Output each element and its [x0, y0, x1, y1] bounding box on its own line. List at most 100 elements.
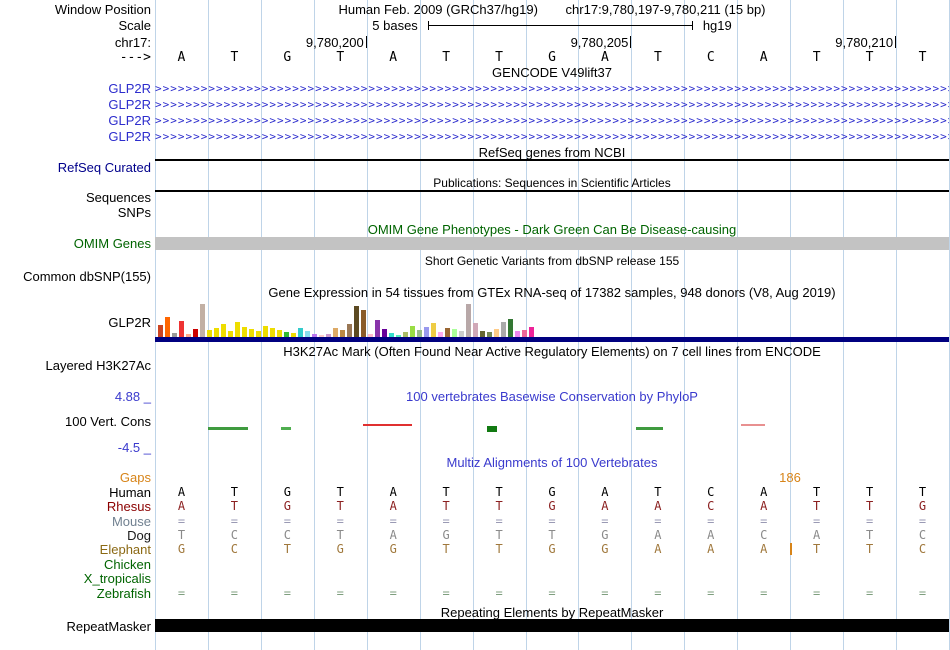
gtex-bar[interactable]	[487, 332, 492, 337]
gtex-bar[interactable]	[375, 320, 380, 337]
alignment-cell: C	[707, 499, 715, 513]
dbsnp-label[interactable]: Common dbSNP(155)	[23, 269, 151, 284]
gtex-bar[interactable]	[368, 334, 373, 337]
range-text: chr17:9,780,197-9,780,211 (15 bp)	[565, 2, 766, 17]
gene-arrow-line[interactable]: >>>>>>>>>>>>>>>>>>>>>>>>>>>>>>>>>>>>>>>>…	[155, 114, 949, 127]
species-label-mouse[interactable]: Mouse	[111, 514, 151, 529]
window-position-label: Window Position	[54, 2, 151, 17]
gtex-bar[interactable]	[480, 331, 485, 337]
scale-value: 5 bases	[372, 18, 418, 33]
gtex-bar[interactable]	[466, 304, 471, 337]
gtex-bar[interactable]	[403, 332, 408, 337]
gtex-bar[interactable]	[249, 329, 254, 337]
omim-genes-bar[interactable]	[155, 237, 949, 250]
species-label-zebrafish[interactable]: Zebrafish	[96, 586, 151, 601]
gtex-bar[interactable]	[277, 330, 282, 337]
gtex-bar[interactable]	[424, 327, 429, 337]
alignment-cell: A	[654, 528, 662, 542]
species-label-human[interactable]: Human	[109, 485, 151, 500]
gtex-bar[interactable]	[515, 331, 520, 337]
gtex-bar[interactable]	[186, 334, 191, 337]
gene-arrow-line[interactable]: >>>>>>>>>>>>>>>>>>>>>>>>>>>>>>>>>>>>>>>>…	[155, 82, 949, 95]
refseq-curated-label[interactable]: RefSeq Curated	[57, 160, 151, 175]
gtex-bar[interactable]	[501, 322, 506, 337]
gaps-label[interactable]: Gaps	[119, 470, 151, 485]
repeatmasker-bar[interactable]	[155, 619, 949, 632]
gtex-bar[interactable]	[473, 323, 478, 337]
gtex-bar[interactable]	[242, 327, 247, 337]
gtex-bar[interactable]	[431, 323, 436, 337]
gtex-bar[interactable]	[438, 332, 443, 337]
gtex-bar[interactable]	[361, 310, 366, 337]
gtex-bar[interactable]	[200, 304, 205, 337]
gtex-bar[interactable]	[207, 330, 212, 337]
gtex-bar[interactable]	[340, 330, 345, 337]
base-letter: A	[759, 50, 768, 65]
gtex-bar[interactable]	[382, 329, 387, 337]
sequences-label[interactable]: Sequences	[85, 190, 151, 205]
gtex-bar[interactable]	[312, 334, 317, 337]
gtex-bar[interactable]	[396, 335, 401, 337]
assembly-name: hg19	[702, 18, 732, 33]
gtex-bar[interactable]	[298, 328, 303, 337]
gtex-bar[interactable]	[417, 330, 422, 337]
omim-genes-label[interactable]: OMIM Genes	[73, 236, 151, 251]
gtex-bar[interactable]	[193, 329, 198, 337]
gtex-bar[interactable]	[179, 321, 184, 337]
species-label-x_tropicalis[interactable]: X_tropicalis	[83, 571, 151, 586]
gtex-bar[interactable]	[522, 330, 527, 337]
alignment-cell: =	[813, 586, 821, 600]
gtex-bar[interactable]	[305, 331, 310, 337]
alignment-cell: C	[918, 528, 927, 542]
alignment-cell: C	[707, 485, 715, 499]
gtex-bar[interactable]	[494, 329, 499, 337]
gtex-bar[interactable]	[291, 333, 296, 337]
gencode-gene-label[interactable]: GLP2R	[108, 113, 151, 128]
gtex-bar[interactable]	[172, 333, 177, 337]
base-letter: T	[918, 50, 927, 65]
gtex-bar[interactable]	[410, 326, 415, 337]
gtex-bar[interactable]	[270, 328, 275, 337]
gtex-bar[interactable]	[508, 319, 513, 337]
species-label-rhesus[interactable]: Rhesus	[106, 499, 151, 514]
gtex-bar[interactable]	[319, 335, 324, 337]
gencode-gene-label[interactable]: GLP2R	[108, 97, 151, 112]
gtex-bar[interactable]	[354, 306, 359, 337]
gene-arrow-line[interactable]: >>>>>>>>>>>>>>>>>>>>>>>>>>>>>>>>>>>>>>>>…	[155, 98, 949, 111]
coord-label: 9,780,200	[305, 35, 364, 50]
gtex-bar[interactable]	[235, 322, 240, 337]
species-label-chicken[interactable]: Chicken	[104, 557, 151, 572]
gtex-bar[interactable]	[158, 325, 163, 337]
gtex-bar[interactable]	[228, 331, 233, 337]
alignment-cell: =	[654, 586, 662, 600]
gene-arrow-line[interactable]: >>>>>>>>>>>>>>>>>>>>>>>>>>>>>>>>>>>>>>>>…	[155, 130, 949, 143]
gencode-gene-label[interactable]: GLP2R	[108, 81, 151, 96]
gtex-gene-label[interactable]: GLP2R	[108, 315, 151, 330]
alignment-cell: T	[865, 499, 874, 513]
gtex-bar[interactable]	[263, 326, 268, 337]
gtex-bar[interactable]	[445, 328, 450, 337]
snps-label[interactable]: SNPs	[117, 205, 151, 220]
gtex-bar[interactable]	[214, 328, 219, 337]
gtex-bar[interactable]	[347, 324, 352, 337]
gtex-bar[interactable]	[529, 327, 534, 337]
refseq-curated-item[interactable]	[155, 159, 949, 161]
gtex-bar[interactable]	[389, 333, 394, 337]
species-label-dog[interactable]: Dog	[127, 528, 151, 543]
gtex-bar[interactable]	[256, 331, 261, 337]
gtex-gene-model-bar[interactable]	[155, 337, 949, 342]
gtex-bar[interactable]	[326, 334, 331, 337]
repeatmasker-label[interactable]: RepeatMasker	[66, 619, 151, 634]
gtex-bar[interactable]	[333, 328, 338, 337]
alignment-cell: T	[230, 485, 238, 499]
h3k27ac-label[interactable]: Layered H3K27Ac	[45, 358, 151, 373]
species-label-elephant[interactable]: Elephant	[99, 542, 151, 557]
gtex-bar[interactable]	[452, 329, 457, 337]
gtex-bar[interactable]	[284, 332, 289, 337]
phylop-label[interactable]: 100 Vert. Cons	[65, 414, 151, 429]
gtex-bar[interactable]	[459, 331, 464, 337]
gencode-gene-label[interactable]: GLP2R	[108, 129, 151, 144]
gtex-bar[interactable]	[221, 324, 226, 337]
gtex-bar[interactable]	[165, 317, 170, 337]
sequences-item[interactable]	[155, 190, 949, 192]
